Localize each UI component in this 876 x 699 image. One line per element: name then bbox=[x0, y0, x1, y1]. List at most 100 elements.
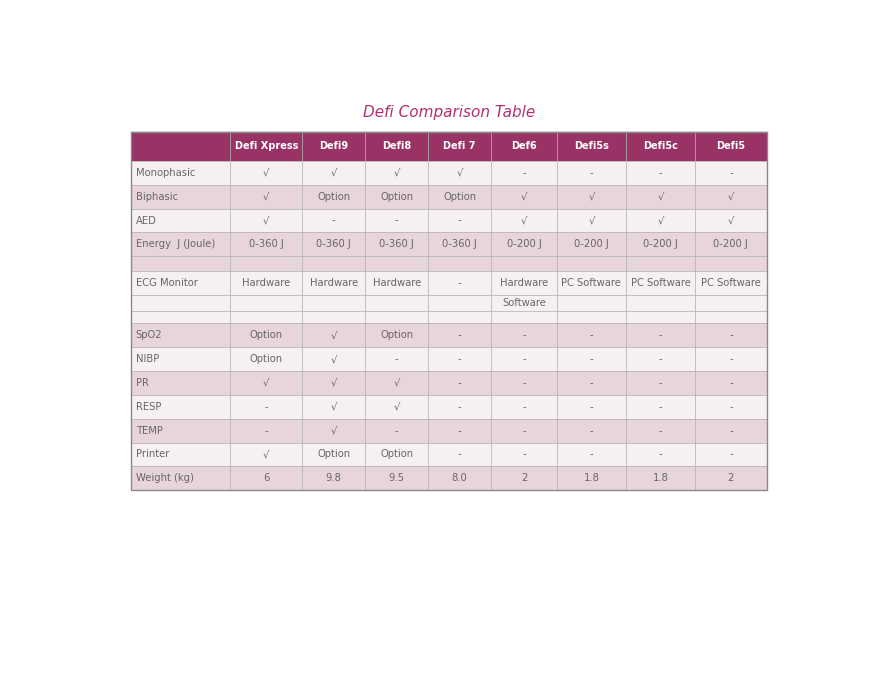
Bar bbox=[557, 371, 626, 395]
Text: √: √ bbox=[330, 354, 337, 364]
Text: √: √ bbox=[263, 168, 270, 178]
Text: -: - bbox=[590, 354, 593, 364]
Bar bbox=[626, 294, 695, 311]
Text: 9.5: 9.5 bbox=[389, 473, 405, 483]
Bar bbox=[695, 395, 766, 419]
Bar bbox=[626, 271, 695, 294]
Bar bbox=[491, 395, 557, 419]
Text: Defi5s: Defi5s bbox=[574, 141, 609, 151]
Bar bbox=[491, 161, 557, 185]
Bar bbox=[302, 442, 365, 466]
Text: -: - bbox=[729, 449, 732, 459]
Text: Weight (kg): Weight (kg) bbox=[136, 473, 194, 483]
Text: 2: 2 bbox=[521, 473, 527, 483]
Bar bbox=[695, 208, 766, 233]
Text: √: √ bbox=[263, 192, 270, 202]
Bar bbox=[302, 419, 365, 442]
Bar bbox=[365, 347, 428, 371]
Bar bbox=[230, 395, 302, 419]
Text: -: - bbox=[590, 426, 593, 435]
Bar bbox=[230, 419, 302, 442]
Text: -: - bbox=[729, 426, 732, 435]
Bar bbox=[230, 466, 302, 490]
Bar bbox=[428, 233, 491, 257]
Text: -: - bbox=[590, 378, 593, 388]
Bar bbox=[428, 257, 491, 271]
Text: -: - bbox=[590, 449, 593, 459]
Bar bbox=[365, 294, 428, 311]
Text: Defi5: Defi5 bbox=[717, 141, 745, 151]
Text: √: √ bbox=[657, 215, 664, 226]
Bar bbox=[131, 131, 230, 161]
Bar bbox=[695, 371, 766, 395]
Text: Option: Option bbox=[250, 330, 283, 340]
Text: 2: 2 bbox=[728, 473, 734, 483]
Bar bbox=[230, 347, 302, 371]
Text: PC Software: PC Software bbox=[631, 278, 690, 287]
Bar bbox=[131, 294, 230, 311]
Bar bbox=[491, 294, 557, 311]
Text: NIBP: NIBP bbox=[136, 354, 159, 364]
Text: Defi9: Defi9 bbox=[319, 141, 349, 151]
Bar bbox=[365, 161, 428, 185]
Text: √: √ bbox=[263, 449, 270, 459]
Bar bbox=[365, 371, 428, 395]
Text: 6: 6 bbox=[263, 473, 270, 483]
Bar bbox=[695, 311, 766, 323]
Bar bbox=[695, 419, 766, 442]
Text: -: - bbox=[458, 402, 462, 412]
Bar bbox=[230, 294, 302, 311]
Text: Option: Option bbox=[250, 354, 283, 364]
Text: √: √ bbox=[330, 402, 337, 412]
Text: Monophasic: Monophasic bbox=[136, 168, 195, 178]
Text: -: - bbox=[522, 354, 526, 364]
Bar bbox=[131, 233, 230, 257]
Bar bbox=[302, 257, 365, 271]
Text: PR: PR bbox=[136, 378, 149, 388]
Bar bbox=[428, 208, 491, 233]
Bar bbox=[557, 466, 626, 490]
Bar bbox=[695, 161, 766, 185]
Bar bbox=[557, 185, 626, 208]
Bar bbox=[428, 131, 491, 161]
Bar bbox=[695, 294, 766, 311]
Bar bbox=[626, 466, 695, 490]
Bar bbox=[131, 185, 230, 208]
Text: 9.8: 9.8 bbox=[326, 473, 342, 483]
Bar bbox=[131, 161, 230, 185]
Bar bbox=[695, 442, 766, 466]
Text: Option: Option bbox=[443, 192, 477, 202]
Text: -: - bbox=[522, 330, 526, 340]
Text: 0-360 J: 0-360 J bbox=[442, 240, 477, 250]
Text: -: - bbox=[458, 278, 462, 287]
Bar bbox=[491, 257, 557, 271]
Bar bbox=[428, 161, 491, 185]
Bar bbox=[491, 185, 557, 208]
Text: -: - bbox=[458, 378, 462, 388]
Text: -: - bbox=[659, 330, 662, 340]
Text: Defi5c: Defi5c bbox=[643, 141, 678, 151]
Text: -: - bbox=[729, 378, 732, 388]
Text: -: - bbox=[265, 402, 268, 412]
Bar bbox=[557, 161, 626, 185]
Text: -: - bbox=[729, 168, 732, 178]
Text: -: - bbox=[729, 402, 732, 412]
Bar bbox=[230, 233, 302, 257]
Bar bbox=[626, 419, 695, 442]
Bar bbox=[626, 208, 695, 233]
Text: -: - bbox=[729, 354, 732, 364]
Bar bbox=[626, 442, 695, 466]
Text: Option: Option bbox=[380, 449, 413, 459]
Bar bbox=[365, 323, 428, 347]
Text: -: - bbox=[590, 168, 593, 178]
Bar bbox=[695, 257, 766, 271]
Bar bbox=[131, 395, 230, 419]
Bar bbox=[230, 257, 302, 271]
Bar bbox=[557, 131, 626, 161]
Text: Hardware: Hardware bbox=[372, 278, 420, 287]
Bar bbox=[131, 131, 766, 490]
Bar bbox=[491, 233, 557, 257]
Bar bbox=[557, 347, 626, 371]
Text: AED: AED bbox=[136, 215, 157, 226]
Text: Option: Option bbox=[317, 192, 350, 202]
